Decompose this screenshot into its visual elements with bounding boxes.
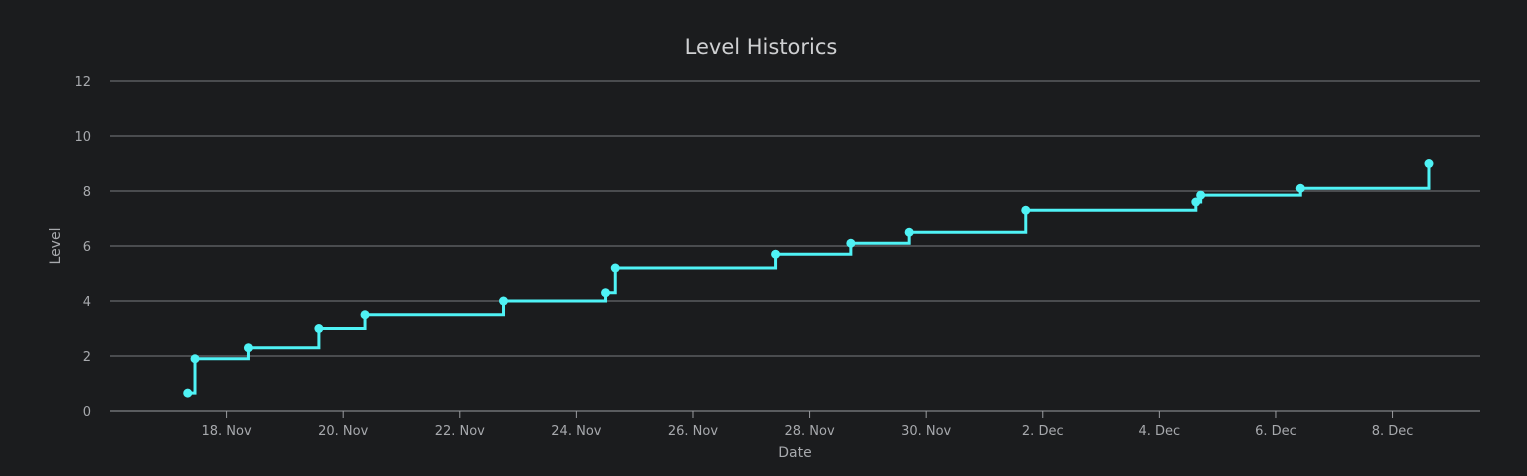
data-point[interactable]	[1295, 183, 1305, 193]
data-point[interactable]	[1191, 197, 1201, 207]
x-tick-label: 6. Dec	[1255, 424, 1297, 439]
data-point[interactable]	[360, 310, 370, 320]
data-point[interactable]	[846, 238, 856, 248]
data-point[interactable]	[183, 388, 193, 398]
x-tick-label: 18. Nov	[202, 424, 252, 439]
y-axis-ticks: 0 2 4 6 8 10 12	[74, 75, 91, 420]
y-tick-label: 10	[74, 130, 91, 145]
data-point[interactable]	[499, 296, 509, 306]
data-point[interactable]	[610, 263, 620, 273]
x-tick-label: 26. Nov	[668, 424, 718, 439]
x-tick-label: 2. Dec	[1022, 424, 1064, 439]
x-axis-ticks: 18. Nov 20. Nov 22. Nov 24. Nov 26. Nov 28. N…	[202, 411, 1414, 439]
y-axis-label: Level	[48, 228, 64, 265]
data-point[interactable]	[1021, 205, 1031, 215]
data-point[interactable]	[1424, 159, 1434, 168]
level-step-line	[187, 163, 1431, 395]
data-point[interactable]	[601, 288, 611, 298]
x-tick-label: 28. Nov	[784, 424, 834, 439]
data-point[interactable]	[314, 324, 324, 333]
y-tick-label: 6	[83, 240, 91, 255]
data-points	[183, 159, 1434, 398]
data-point[interactable]	[904, 227, 914, 237]
data-point[interactable]	[190, 354, 200, 364]
x-tick-label: 30. Nov	[901, 424, 951, 439]
chart-title: Level Historics	[685, 35, 838, 59]
y-tick-label: 2	[83, 350, 91, 365]
x-tick-label: 22. Nov	[435, 424, 485, 439]
y-gridlines	[110, 80, 1480, 357]
x-tick-label: 8. Dec	[1372, 424, 1414, 439]
x-axis-label: Date	[778, 445, 811, 461]
data-point[interactable]	[243, 343, 253, 353]
x-tick-label: 4. Dec	[1139, 424, 1181, 439]
data-point[interactable]	[1196, 190, 1206, 200]
y-tick-label: 8	[83, 185, 91, 200]
y-tick-label: 12	[74, 75, 91, 90]
y-tick-label: 0	[83, 405, 91, 420]
x-tick-label: 24. Nov	[551, 424, 601, 439]
x-tick-label: 20. Nov	[318, 424, 368, 439]
data-point[interactable]	[771, 249, 781, 259]
y-tick-label: 4	[83, 295, 91, 310]
